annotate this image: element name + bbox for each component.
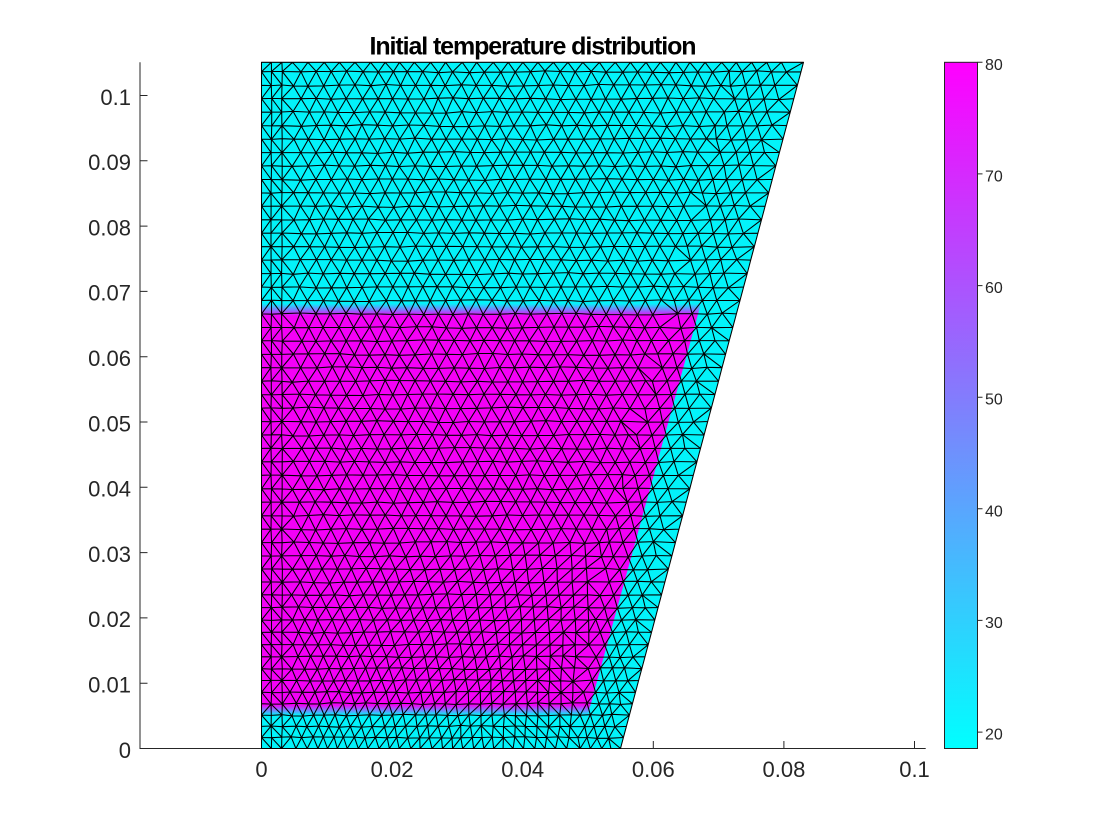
svg-text:0.08: 0.08 xyxy=(762,757,805,782)
svg-text:0.05: 0.05 xyxy=(88,411,131,436)
svg-text:0.04: 0.04 xyxy=(88,477,131,502)
svg-text:0.04: 0.04 xyxy=(501,757,544,782)
svg-text:0.06: 0.06 xyxy=(88,346,131,371)
svg-text:0.01: 0.01 xyxy=(88,673,131,698)
svg-text:0.07: 0.07 xyxy=(88,281,131,306)
svg-text:60: 60 xyxy=(985,280,1003,297)
svg-text:0.09: 0.09 xyxy=(88,150,131,175)
svg-text:80: 80 xyxy=(985,57,1003,74)
svg-text:40: 40 xyxy=(985,503,1003,520)
svg-text:0: 0 xyxy=(119,738,131,763)
svg-text:70: 70 xyxy=(985,168,1003,185)
svg-text:Initial temperature distributi: Initial temperature distribution xyxy=(370,33,696,61)
svg-text:0.1: 0.1 xyxy=(100,85,131,110)
svg-text:50: 50 xyxy=(985,392,1003,409)
svg-text:0: 0 xyxy=(255,757,267,782)
svg-text:30: 30 xyxy=(985,615,1003,632)
svg-text:0.02: 0.02 xyxy=(371,757,414,782)
svg-text:0.08: 0.08 xyxy=(88,215,131,240)
svg-text:0.02: 0.02 xyxy=(88,607,131,632)
svg-text:0.06: 0.06 xyxy=(632,757,675,782)
svg-text:20: 20 xyxy=(985,727,1003,744)
svg-text:0.1: 0.1 xyxy=(899,757,930,782)
svg-text:0.03: 0.03 xyxy=(88,542,131,567)
